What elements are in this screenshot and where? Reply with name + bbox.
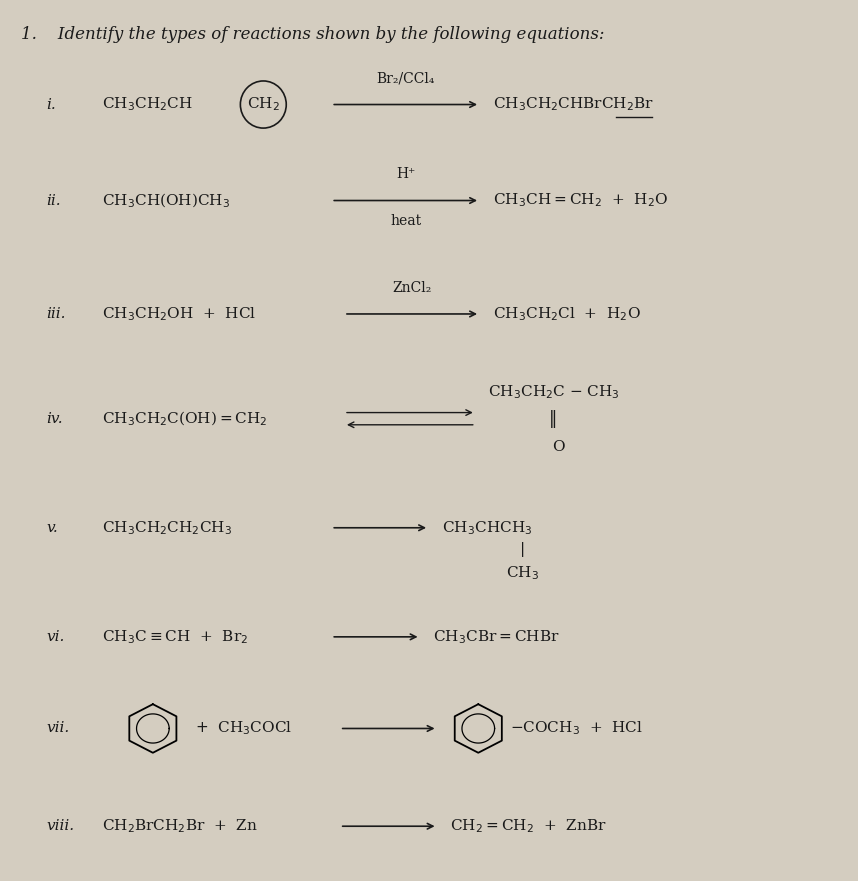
Text: |: | [520, 542, 525, 557]
Text: $\|$: $\|$ [548, 408, 556, 430]
Text: CH$_3$CH$_2$CHBrCH$_2$Br: CH$_3$CH$_2$CHBrCH$_2$Br [492, 96, 654, 114]
Text: CH$_3$C$\equiv$CH  +  Br$_2$: CH$_3$C$\equiv$CH + Br$_2$ [102, 628, 248, 646]
Text: vi.: vi. [46, 630, 65, 644]
Text: CH$_3$CH$_2$Cl  +  H$_2$O: CH$_3$CH$_2$Cl + H$_2$O [492, 305, 641, 322]
Text: CH$_2$$=$CH$_2$  +  ZnBr: CH$_2$$=$CH$_2$ + ZnBr [450, 818, 607, 835]
Text: Br₂/CCl₄: Br₂/CCl₄ [377, 71, 435, 85]
Text: v.: v. [46, 521, 58, 535]
Text: CH$_3$CH$=$CH$_2$  +  H$_2$O: CH$_3$CH$=$CH$_2$ + H$_2$O [492, 192, 668, 210]
Text: CH$_3$CH$_2$C $-$ CH$_3$: CH$_3$CH$_2$C $-$ CH$_3$ [488, 383, 620, 402]
Text: CH$_3$: CH$_3$ [506, 565, 539, 582]
Text: iii.: iii. [46, 307, 66, 321]
Text: i.: i. [46, 98, 57, 112]
Text: CH$_3$CHCH$_3$: CH$_3$CHCH$_3$ [442, 519, 532, 537]
Text: CH$_3$CH$_2$CH$_2$CH$_3$: CH$_3$CH$_2$CH$_2$CH$_3$ [102, 519, 232, 537]
Text: CH$_3$CH(OH)CH$_3$: CH$_3$CH(OH)CH$_3$ [102, 191, 230, 210]
Text: H⁺: H⁺ [396, 167, 415, 181]
Text: CH$_3$CH$_2$CH: CH$_3$CH$_2$CH [102, 96, 193, 114]
Text: 1.    Identify the types of reactions shown by the following equations:: 1. Identify the types of reactions shown… [21, 26, 605, 43]
Text: vii.: vii. [46, 722, 69, 736]
Text: heat: heat [390, 213, 421, 227]
Text: O: O [553, 440, 565, 454]
Text: iv.: iv. [46, 411, 63, 426]
Text: CH$_3$CBr$=$CHBr: CH$_3$CBr$=$CHBr [433, 628, 560, 646]
Text: ZnCl₂: ZnCl₂ [392, 281, 432, 295]
Text: CH$_3$CH$_2$OH  +  HCl: CH$_3$CH$_2$OH + HCl [102, 305, 256, 322]
Text: $+$  CH$_3$COCl: $+$ CH$_3$COCl [196, 720, 293, 737]
Text: viii.: viii. [46, 819, 75, 833]
Text: CH$_2$: CH$_2$ [247, 96, 280, 114]
Text: CH$_3$CH$_2$C(OH)$=$CH$_2$: CH$_3$CH$_2$C(OH)$=$CH$_2$ [102, 410, 268, 428]
Text: $-$COCH$_3$  +  HCl: $-$COCH$_3$ + HCl [510, 720, 643, 737]
Text: ii.: ii. [46, 194, 61, 208]
Text: CH$_2$BrCH$_2$Br  +  Zn: CH$_2$BrCH$_2$Br + Zn [102, 818, 258, 835]
